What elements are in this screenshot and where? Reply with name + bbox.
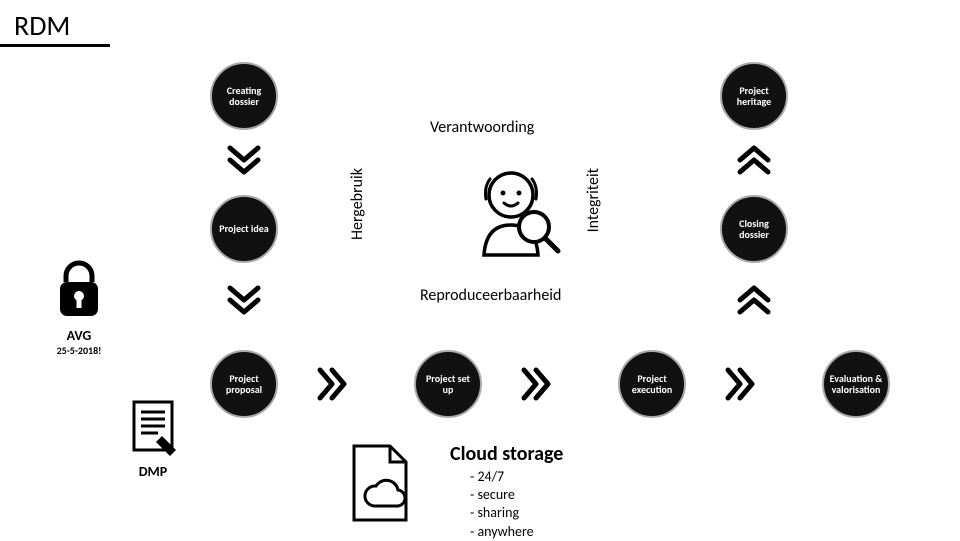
lock-icon xyxy=(52,260,106,320)
cloud-item: secure xyxy=(470,486,534,504)
avg-date: 25-5-2018! xyxy=(52,344,106,357)
node-closing-dossier: Closing dossier xyxy=(720,195,788,263)
chevron-right-icon xyxy=(310,362,354,406)
avg-label: AVG xyxy=(52,327,106,344)
node-evaluation: Evaluation & valorisation xyxy=(822,350,890,418)
chevron-up-icon xyxy=(732,138,776,182)
title-underline xyxy=(0,44,110,47)
cloud-storage-list: 24/7 secure sharing anywhere xyxy=(470,468,534,541)
chevron-right-icon xyxy=(514,362,558,406)
page-title: RDM xyxy=(14,8,70,43)
label-hergebruik: Hergebruik xyxy=(348,168,367,240)
cloud-storage-title: Cloud storage xyxy=(450,442,563,466)
dmp-label: DMP xyxy=(130,463,176,480)
node-project-execution: Project execution xyxy=(618,350,686,418)
cloud-file-icon xyxy=(340,440,430,535)
person-search-icon xyxy=(472,165,562,270)
cloud-item: sharing xyxy=(470,504,534,522)
avg-block: AVG 25-5-2018! xyxy=(52,260,106,357)
chevron-down-icon xyxy=(222,278,266,322)
document-icon xyxy=(130,400,176,456)
cloud-item: 24/7 xyxy=(470,468,534,486)
dmp-block: DMP xyxy=(130,400,176,480)
label-reproduceerbaarheid: Reproduceerbaarheid xyxy=(420,286,561,305)
node-project-idea: Project idea xyxy=(210,195,278,263)
chevron-right-icon xyxy=(718,362,762,406)
chevron-down-icon xyxy=(222,138,266,182)
label-integriteit: Integriteit xyxy=(584,168,603,232)
cloud-item: anywhere xyxy=(470,523,534,541)
node-project-proposal: Project proposal xyxy=(210,350,278,418)
node-project-setup: Project set up xyxy=(414,350,482,418)
node-creating-dossier: Creating dossier xyxy=(210,62,278,130)
chevron-up-icon xyxy=(732,278,776,322)
node-project-heritage: Project heritage xyxy=(720,62,788,130)
label-verantwoording: Verantwoording xyxy=(430,118,534,137)
